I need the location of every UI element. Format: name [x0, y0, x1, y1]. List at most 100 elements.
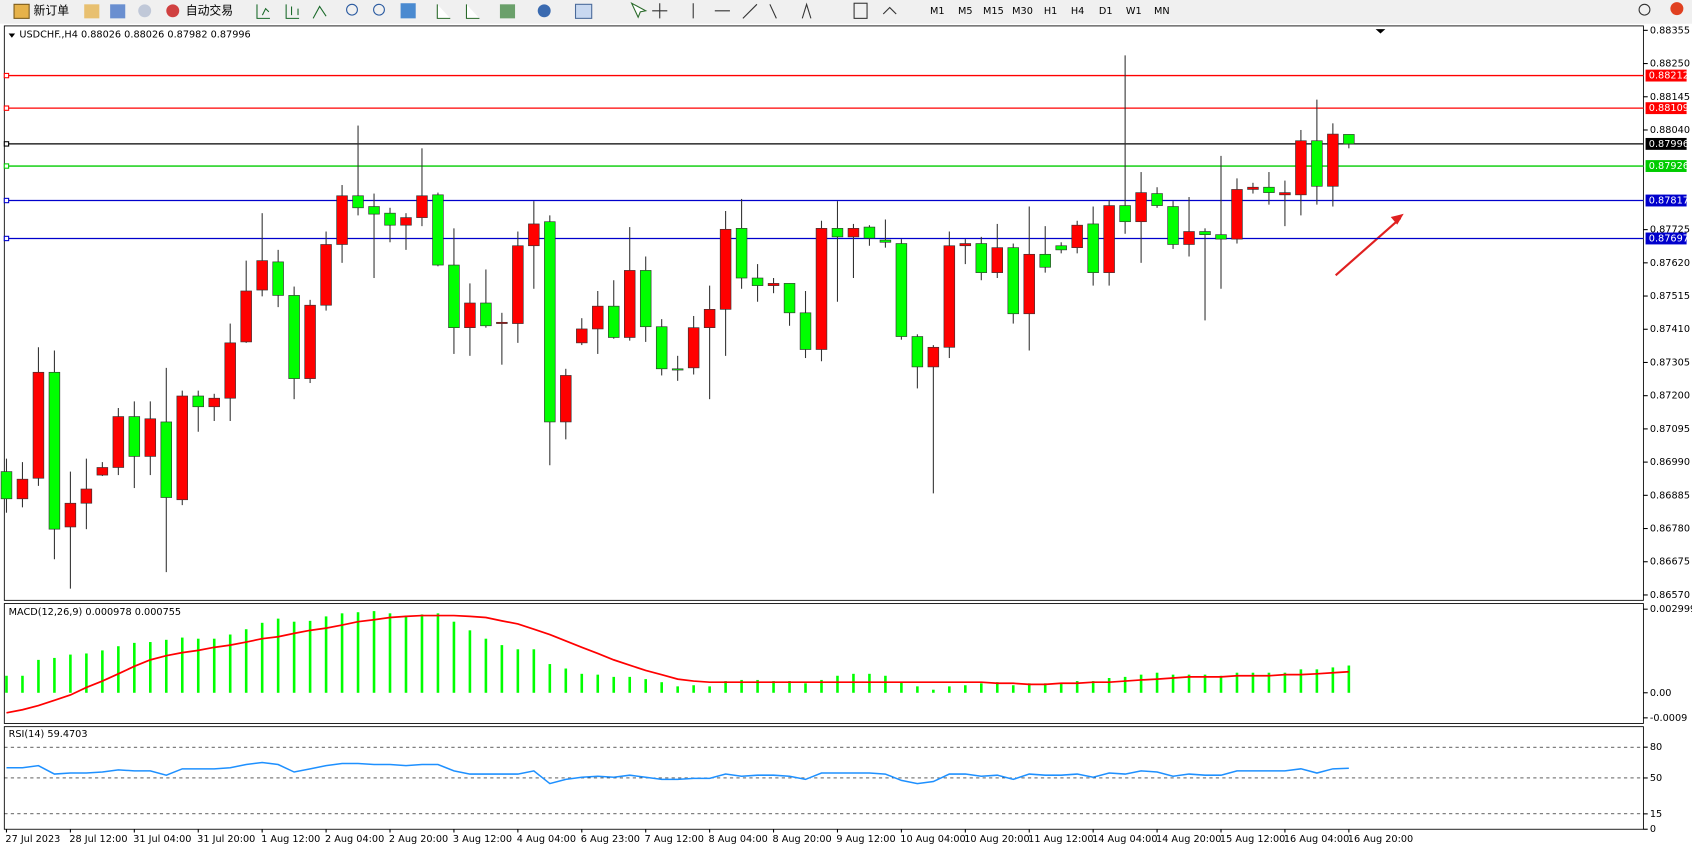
- level-handle: [3, 235, 10, 242]
- x-tick-label: 8 Aug 04:00: [709, 834, 768, 845]
- macd-bar: [1043, 683, 1047, 693]
- macd-panel: [3, 603, 1644, 724]
- macd-bar: [564, 668, 568, 693]
- candle-body: [783, 283, 796, 314]
- candle-body: [432, 194, 444, 266]
- auto-trading-icon[interactable]: [166, 4, 180, 18]
- template-icon[interactable]: [574, 3, 593, 19]
- macd-bar: [884, 675, 887, 693]
- timeframe-button[interactable]: M30: [1012, 6, 1033, 17]
- candle-body: [1023, 253, 1035, 315]
- macd-bar: [308, 620, 312, 693]
- candle-body: [496, 321, 508, 324]
- candle-body: [112, 416, 125, 468]
- timeframe-button[interactable]: W1: [1126, 6, 1142, 17]
- candle-body: [767, 283, 780, 286]
- macd-bar: [1315, 669, 1319, 693]
- macd-bar: [1347, 665, 1351, 693]
- candle-body: [975, 243, 988, 273]
- timeframe-button[interactable]: H1: [1044, 6, 1057, 17]
- macd-bar: [580, 673, 584, 693]
- timeframe-button[interactable]: MN: [1154, 6, 1170, 17]
- rsi-header: RSI(14) 59.4703: [9, 729, 88, 740]
- candle-body: [1263, 186, 1275, 193]
- y-tick-label: 0.86675: [1650, 557, 1690, 568]
- y-tick-label: 15: [1650, 809, 1662, 820]
- chart-type-icons[interactable]: [256, 4, 327, 19]
- candle-body: [528, 223, 540, 247]
- macd-bar: [820, 679, 823, 693]
- y-tick-label: 0.87620: [1650, 258, 1690, 269]
- candle-body: [1231, 189, 1243, 240]
- y-tick-label: 0: [1650, 824, 1656, 835]
- macd-bar: [1091, 681, 1095, 693]
- signal-line: [6, 614, 1349, 714]
- candle-body: [304, 304, 316, 379]
- macd-bar: [164, 639, 168, 693]
- level-handle: [3, 105, 10, 111]
- level-label: 0.87926: [1649, 161, 1689, 172]
- macd-bar: [85, 653, 88, 693]
- macd-bar: [1331, 667, 1335, 693]
- y-tick-label: 0.87410: [1650, 324, 1690, 335]
- candle-body: [336, 195, 348, 245]
- level-handle: [3, 197, 10, 204]
- macd-bar: [484, 638, 488, 693]
- candle-body: [639, 270, 652, 328]
- timeframe-button[interactable]: M1: [930, 6, 945, 17]
- search[interactable]: [1638, 3, 1651, 16]
- x-tick-label: 7 Aug 12:00: [645, 834, 704, 845]
- macd-bar: [1267, 672, 1271, 693]
- text-label-tool[interactable]: [853, 2, 868, 19]
- period-icon[interactable]: [537, 4, 551, 18]
- candle-body: [1247, 186, 1259, 190]
- tool-icon[interactable]: [110, 4, 126, 19]
- timeframe-button[interactable]: H4: [1071, 6, 1084, 17]
- y-tick-label: 0.86990: [1650, 457, 1690, 468]
- auto-trading[interactable]: 自动交易: [186, 3, 233, 17]
- candle-body: [1055, 245, 1067, 251]
- symbol-header: USDCHF.,H4 0.88026 0.88026 0.87982 0.879…: [19, 30, 250, 41]
- candle-body: [560, 375, 572, 423]
- x-tick-label: 15 Aug 12:00: [1220, 834, 1285, 845]
- candle-body: [1215, 234, 1227, 240]
- new-order[interactable]: 新订单: [33, 3, 69, 17]
- macd-bar: [436, 613, 440, 693]
- draw-tools[interactable]: [652, 2, 812, 19]
- zoom-out[interactable]: [373, 3, 385, 16]
- y-tick-label: 0.87305: [1650, 357, 1690, 368]
- timeframe-button[interactable]: D1: [1099, 6, 1113, 17]
- macd-bar: [868, 673, 871, 693]
- candle-body: [544, 221, 556, 423]
- tool-icon[interactable]: [138, 4, 152, 18]
- x-tick-label: 2 Aug 20:00: [389, 834, 448, 845]
- level-label-box: [1645, 137, 1687, 150]
- timeframe-button[interactable]: M15: [983, 6, 1004, 17]
- macd-bar: [1075, 681, 1079, 693]
- timeframe-button[interactable]: M5: [958, 6, 973, 17]
- candle-body: [1327, 133, 1339, 187]
- candle-body: [192, 395, 204, 408]
- candle-body: [799, 312, 812, 350]
- candle-body: [655, 326, 668, 370]
- macd-bar: [1059, 683, 1063, 693]
- macd-bar: [948, 686, 951, 693]
- arrow-tool[interactable]: [882, 6, 897, 15]
- candle-body: [1151, 193, 1163, 206]
- x-tick-label: 1 Aug 12:00: [261, 834, 320, 845]
- tool-icon[interactable]: [84, 4, 100, 19]
- indicator-icon[interactable]: [499, 4, 516, 19]
- tool-icons[interactable]: [436, 1, 648, 19]
- tile-icon[interactable]: [400, 3, 416, 19]
- macd-bar: [196, 638, 200, 693]
- candle-body: [512, 245, 524, 324]
- new-order-icon[interactable]: [13, 3, 30, 19]
- macd-bar: [1187, 674, 1191, 693]
- candle-body: [368, 206, 380, 215]
- zoom-in[interactable]: [346, 3, 358, 16]
- y-tick-label: 0.88040: [1650, 125, 1690, 136]
- macd-bar: [212, 638, 216, 693]
- notifications[interactable]: [1670, 2, 1684, 16]
- macd-bar: [724, 681, 727, 693]
- macd-bar: [628, 676, 632, 693]
